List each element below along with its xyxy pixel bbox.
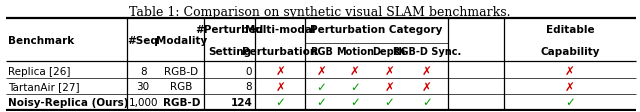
Text: ✗: ✗ (422, 65, 432, 77)
Text: 8: 8 (246, 81, 252, 91)
Text: ✗: ✗ (275, 80, 285, 93)
Text: 124: 124 (230, 97, 252, 107)
Text: RGB: RGB (170, 81, 193, 91)
Text: Capability: Capability (540, 47, 600, 57)
Text: #Seq: #Seq (127, 36, 159, 46)
Text: Editable: Editable (546, 25, 595, 35)
Text: ✓: ✓ (316, 80, 326, 93)
Text: 1,000: 1,000 (129, 97, 158, 107)
Text: ✗: ✗ (385, 80, 394, 93)
Text: 0: 0 (246, 66, 252, 76)
Text: ✗: ✗ (385, 65, 394, 77)
Text: Setting: Setting (208, 47, 251, 57)
Text: ✗: ✗ (565, 80, 575, 93)
Text: ✓: ✓ (385, 95, 394, 108)
Text: RGB-D: RGB-D (164, 66, 198, 76)
Text: ✓: ✓ (275, 95, 285, 108)
Text: Noisy-Replica (Ours): Noisy-Replica (Ours) (8, 97, 129, 107)
Text: Table 1: Comparison on synthetic visual SLAM benchmarks.: Table 1: Comparison on synthetic visual … (129, 6, 511, 19)
Text: ✗: ✗ (565, 65, 575, 77)
Text: ✗: ✗ (350, 65, 360, 77)
Text: ✓: ✓ (350, 80, 360, 93)
Text: ✗: ✗ (422, 80, 432, 93)
Text: #Perturbed: #Perturbed (195, 25, 264, 35)
Text: RGB: RGB (310, 47, 333, 57)
Text: Depth: Depth (372, 47, 406, 57)
Text: ✓: ✓ (565, 95, 575, 108)
Text: Modality: Modality (156, 36, 207, 46)
Text: Perturbation Category: Perturbation Category (310, 25, 443, 35)
Text: Replica [26]: Replica [26] (8, 66, 71, 76)
Text: RGB-D Sync.: RGB-D Sync. (393, 47, 461, 57)
Text: ✗: ✗ (275, 65, 285, 77)
Text: ✗: ✗ (316, 65, 326, 77)
Text: ✓: ✓ (422, 95, 432, 108)
Text: Multi-modal: Multi-modal (244, 25, 316, 35)
Text: Benchmark: Benchmark (8, 36, 75, 46)
Text: ✓: ✓ (350, 95, 360, 108)
Text: 8: 8 (140, 66, 147, 76)
Text: TartanAir [27]: TartanAir [27] (8, 81, 80, 91)
Text: Motion: Motion (336, 47, 374, 57)
Text: ✓: ✓ (316, 95, 326, 108)
Text: RGB-D: RGB-D (163, 97, 200, 107)
Text: Perturbation: Perturbation (243, 47, 317, 57)
Text: 30: 30 (136, 81, 150, 91)
